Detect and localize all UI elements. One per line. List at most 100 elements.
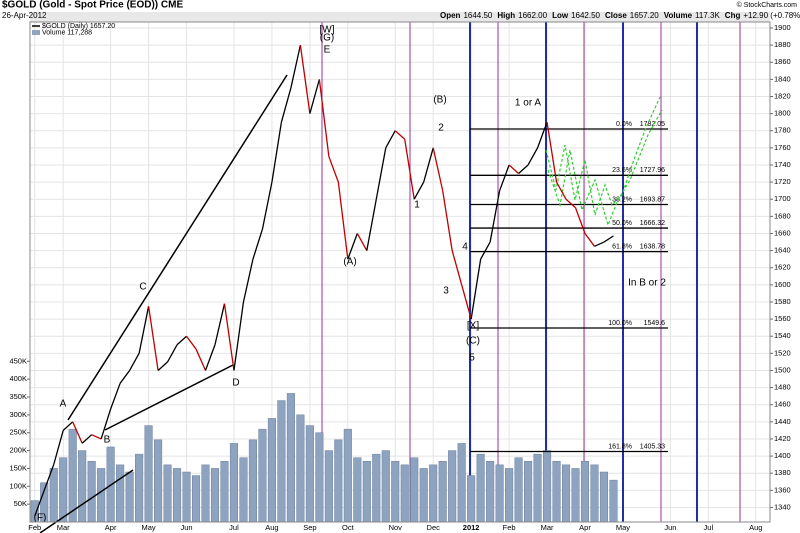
annotation: 4 (462, 242, 468, 253)
quote-value: 1657.20 (630, 11, 659, 20)
volume-bar (248, 439, 257, 523)
volume-bar (476, 453, 485, 523)
price-segment (546, 122, 558, 183)
quote-label: Low (552, 11, 569, 20)
x-tick-label: Feb (503, 523, 516, 532)
x-tick-label: Sep (303, 523, 316, 532)
fib-value: 1549.6 (644, 320, 666, 327)
price-segment (375, 147, 387, 200)
fib-value: 1638.78 (640, 243, 665, 250)
price-segment (252, 228, 264, 260)
volume-bar (362, 461, 371, 523)
x-tick-label: Jul (704, 523, 714, 532)
price-segment (129, 353, 140, 371)
x-tick-label: Dec (427, 523, 441, 532)
y-tick-label: 1520 (774, 348, 791, 357)
y2-tick-label: 350K (9, 392, 27, 401)
y2-tick-label: 100K (9, 481, 27, 490)
volume-bar (210, 468, 220, 523)
x-tick-label: Nov (389, 523, 403, 532)
volume-bar (505, 468, 514, 523)
volume-bar (533, 453, 542, 523)
y2-tick-label: 450K (9, 356, 27, 365)
price-segment (594, 241, 605, 247)
volume-bar (372, 453, 381, 523)
annotation: 5 (469, 353, 475, 364)
volume-bar (258, 428, 267, 523)
price-segment (423, 147, 434, 183)
chart-title: $GOLD (Gold - Spot Price (EOD)) CME (2, 0, 183, 11)
quote-label: Close (605, 11, 627, 20)
x-tick-label: Aug (749, 523, 762, 532)
volume-bar (68, 428, 77, 523)
price-segment (385, 130, 396, 149)
volume-bar (144, 425, 153, 523)
y-tick-label: 1720 (774, 177, 791, 186)
copyright: © StockCharts.com (737, 1, 798, 9)
price-segment (555, 181, 567, 200)
y2-tick-label: 400K (9, 374, 27, 383)
price-segment (413, 181, 425, 200)
volume-bar (438, 461, 447, 523)
y-tick-label: 1700 (774, 194, 791, 203)
volume-bar (457, 443, 466, 523)
y-tick-label: 1360 (774, 485, 791, 494)
y-tick-label: 1640 (774, 246, 791, 255)
volume-bar (467, 475, 476, 523)
annotation: D (232, 378, 239, 389)
y-tick-label: 1860 (774, 57, 791, 66)
quote-value: 1644.50 (463, 11, 492, 20)
price-segment (299, 45, 311, 114)
x-tick-label: Aug (265, 523, 278, 532)
y-tick-label: 1780 (774, 126, 791, 135)
volume-bar (419, 468, 428, 523)
volume-bar (220, 461, 229, 523)
price-segment (527, 147, 539, 166)
annotation: (A) (343, 257, 356, 268)
annotation: (B) (433, 95, 446, 106)
volume-bar (524, 461, 533, 523)
price-segment (204, 344, 216, 371)
price-segment (110, 383, 121, 410)
y-tick-label: 1420 (774, 434, 791, 443)
price-segment (91, 434, 102, 440)
volume-bar (182, 471, 191, 523)
volume-bar (343, 428, 352, 523)
fib-value: 1693.87 (640, 196, 665, 203)
price-segment (489, 190, 501, 243)
quote-value: 1642.50 (571, 11, 600, 20)
price-segment (195, 348, 207, 371)
legend-swatch (32, 30, 40, 35)
annotation: (C) (466, 336, 480, 347)
y-tick-label: 1340 (774, 502, 791, 511)
price-segment (119, 370, 131, 384)
fib-label: 61.8% (612, 243, 632, 250)
y-tick-label: 1500 (774, 365, 791, 374)
fib-value: 1727.96 (640, 167, 665, 174)
volume-bar (324, 450, 333, 523)
annotation: (G) (320, 33, 334, 44)
volume-bar (571, 468, 580, 523)
plot-border (29, 21, 771, 523)
volume-bar (315, 432, 324, 523)
volume-bar (201, 464, 210, 523)
fib-value: 1405.33 (640, 443, 665, 450)
price-segment (34, 490, 45, 517)
price-segment (508, 164, 520, 175)
price-segment (574, 207, 586, 234)
price-segment (223, 303, 235, 371)
y-tick-label: 1460 (774, 400, 791, 409)
price-segment (62, 421, 74, 431)
y-tick-label: 1900 (774, 23, 791, 32)
y-tick-label: 1440 (774, 417, 791, 426)
fib-label: 0.0% (616, 121, 632, 128)
y2-tick-label: 150K (9, 463, 27, 472)
y-tick-label: 1620 (774, 263, 791, 272)
price-segment (147, 306, 159, 371)
price-segment (603, 235, 614, 243)
volume-bar (125, 471, 134, 523)
y-tick-label: 1560 (774, 314, 791, 323)
annotation: 3 (443, 286, 449, 297)
price-segment (461, 284, 472, 320)
quote-label: High (497, 11, 515, 20)
